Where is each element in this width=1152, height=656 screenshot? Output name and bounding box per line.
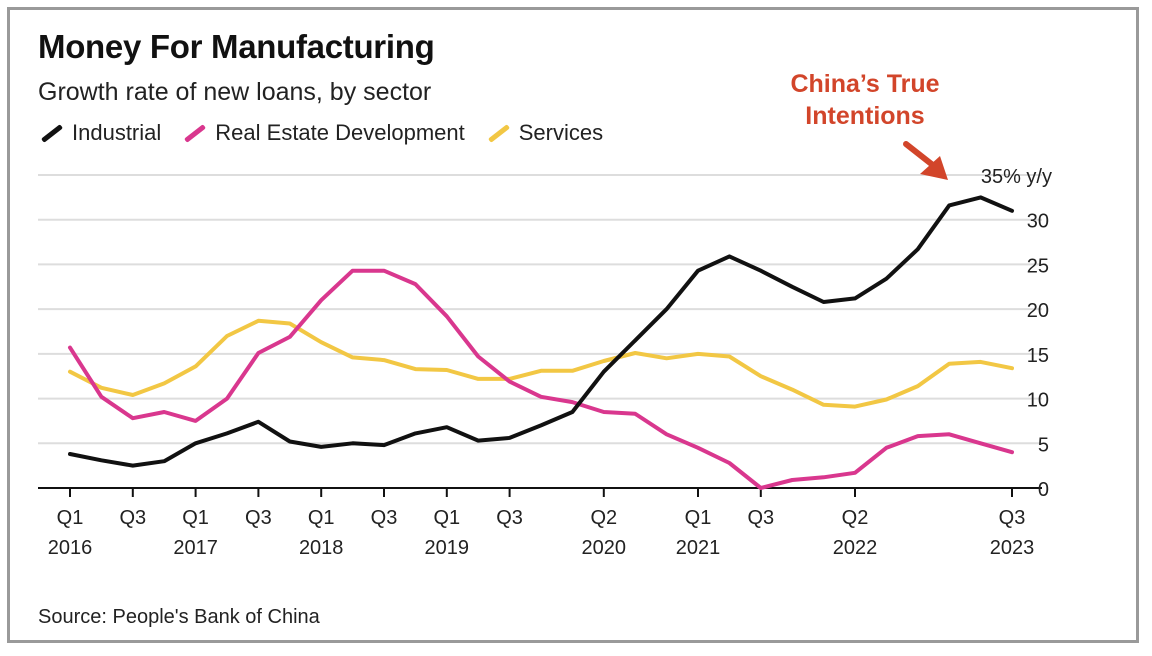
source-note: Source: People's Bank of China	[38, 606, 320, 628]
x-tick-label: Q3	[496, 507, 523, 529]
legend-label-services: Services	[518, 120, 604, 145]
annotation-arrow	[903, 141, 948, 180]
x-tick-label: Q2	[590, 507, 617, 529]
x-tick-label: Q3	[747, 507, 774, 529]
series-line-industrial	[68, 195, 1014, 468]
x-tick-label: Q3	[999, 507, 1026, 529]
legend-item-industrial: Industrial	[38, 120, 161, 146]
legend-label-industrial: Industrial	[72, 120, 162, 145]
chart-title: Money For Manufacturing	[38, 28, 435, 65]
y-tick-label: 30	[1027, 211, 1049, 233]
x-tick-year-label: 2018	[299, 537, 344, 559]
x-tick-label: Q3	[119, 507, 146, 529]
x-tick-year-label: 2020	[582, 537, 627, 559]
y-tick-label: 20	[1027, 300, 1049, 322]
y-tick-label: 10	[1027, 390, 1049, 412]
legend-label-real-estate: Real Estate Development	[215, 120, 465, 145]
grid-layer	[38, 174, 1042, 445]
x-tick-label: Q3	[371, 507, 398, 529]
legend-item-real-estate: Real Estate Development	[181, 120, 465, 146]
x-tick-label: Q1	[182, 507, 209, 529]
axis-layer	[38, 487, 1042, 497]
y-tick-label: 15	[1027, 345, 1049, 367]
label-layer: 0 5 10 15 20 25 30 35% y/y Q1 2016 Q3 Q1 2017 Q3 Q1 201…	[48, 166, 1052, 559]
x-tick-year-label: 2019	[425, 537, 470, 559]
x-tick-label: Q2	[842, 507, 869, 529]
chart-frame	[7, 7, 1139, 643]
x-tick-year-label: 2017	[173, 537, 218, 559]
chart-subtitle: Growth rate of new loans, by sector	[38, 78, 432, 106]
x-tick-year-label: 2016	[48, 537, 93, 559]
arrow-shaft	[903, 141, 937, 169]
y-tick-label: 25	[1027, 255, 1049, 277]
x-tick-year-label: 2023	[990, 537, 1035, 559]
y-tick-label: 0	[1038, 479, 1049, 501]
x-tick-label: Q1	[433, 507, 460, 529]
series-layer	[68, 195, 1014, 490]
x-tick-label: Q1	[685, 507, 712, 529]
series-line-real-estate	[68, 268, 1014, 490]
x-tick-year-label: 2022	[833, 537, 878, 559]
y-tick-label: 5	[1038, 434, 1049, 456]
x-tick-label: Q1	[308, 507, 335, 529]
x-tick-label: Q1	[57, 507, 84, 529]
y-unit-label: 35% y/y	[981, 166, 1052, 188]
x-tick-label: Q3	[245, 507, 272, 529]
legend: Industrial Real Estate Development Servi…	[38, 120, 623, 146]
legend-item-services: Services	[485, 120, 603, 146]
annotation-text: China’s True Intentions	[790, 70, 940, 130]
x-tick-year-label: 2021	[676, 537, 721, 559]
series-line-services	[68, 318, 1014, 409]
arrow-head-icon	[920, 156, 948, 180]
